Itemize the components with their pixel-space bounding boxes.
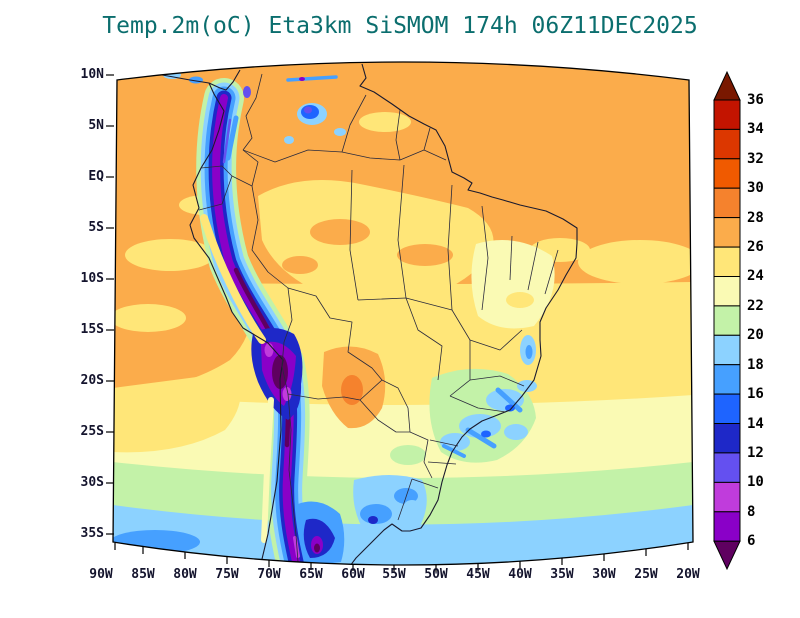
map-frame — [112, 61, 694, 566]
map-title: Temp.2m(oC) Eta3km SiSMOM 174h 06Z11DEC2… — [102, 13, 698, 39]
lon-label-25w: 25W — [634, 567, 658, 582]
lon-label-20w: 20W — [676, 567, 700, 582]
lon-label-35w: 35W — [550, 567, 574, 582]
lat-label-15s: 15S — [80, 322, 104, 337]
colorbar-label-8: 8 — [747, 504, 756, 520]
lon-label-50w: 50W — [424, 567, 448, 582]
lon-label-75w: 75W — [215, 567, 239, 582]
pampas-cold-region — [353, 475, 427, 536]
lat-label-10n: 10N — [80, 67, 104, 82]
colorbar-label-18: 18 — [747, 357, 764, 373]
colorbar-label-14: 14 — [747, 416, 764, 432]
andes-cold-region — [113, 75, 346, 565]
lon-label-90w: 90W — [89, 567, 113, 582]
ocean-warm-patches — [113, 195, 693, 332]
land-warm-pattern — [258, 112, 555, 429]
coastlines-and-borders — [125, 63, 578, 565]
colorbar-label-26: 26 — [747, 239, 764, 255]
lat-label-10s: 10S — [80, 271, 104, 286]
lat-label-5s: 5S — [88, 220, 104, 235]
colorbar-label-10: 10 — [747, 474, 764, 490]
colorbar-label-28: 28 — [747, 210, 764, 226]
colorbar-label-24: 24 — [747, 268, 764, 284]
lat-label-30s: 30S — [80, 475, 104, 490]
lon-label-30w: 30W — [592, 567, 616, 582]
lon-label-60w: 60W — [341, 567, 365, 582]
lon-label-65w: 65W — [299, 567, 323, 582]
southeast-brazil-cold-region — [390, 335, 537, 465]
colorbar-label-30: 30 — [747, 180, 764, 196]
lon-label-45w: 45W — [466, 567, 490, 582]
colorbar-label-32: 32 — [747, 151, 764, 167]
colorbar-label-22: 22 — [747, 298, 764, 314]
colorbar-label-12: 12 — [747, 445, 764, 461]
lon-ticks — [114, 543, 689, 572]
colorbar — [713, 70, 741, 571]
lat-ticks — [106, 74, 114, 535]
lon-label-85w: 85W — [131, 567, 155, 582]
colorbar-label-6: 6 — [747, 533, 756, 549]
lon-label-40w: 40W — [508, 567, 532, 582]
colorbar-label-16: 16 — [747, 386, 764, 402]
lon-label-70w: 70W — [257, 567, 281, 582]
colorbar-label-34: 34 — [747, 121, 764, 137]
lon-label-55w: 55W — [382, 567, 406, 582]
lat-label-25s: 25S — [80, 424, 104, 439]
colorbar-label-36: 36 — [747, 92, 764, 108]
lon-label-80w: 80W — [173, 567, 197, 582]
colorbar-label-20: 20 — [747, 327, 764, 343]
lat-label-35s: 35S — [80, 526, 104, 541]
temperature-field — [113, 62, 693, 565]
lat-label-5n: 5N — [88, 118, 104, 133]
lat-label-eq: EQ — [88, 169, 104, 184]
lat-label-20s: 20S — [80, 373, 104, 388]
